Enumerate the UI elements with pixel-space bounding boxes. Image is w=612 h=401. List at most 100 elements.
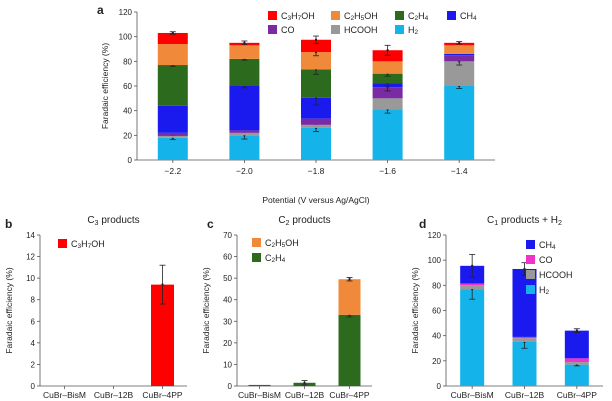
panel-letter-c: c: [207, 217, 214, 231]
bar-hcooh: [512, 338, 537, 342]
bar-c2h5oh: [338, 279, 361, 315]
legend-label-h2: H2: [408, 25, 419, 36]
bar-c3h7oh: [151, 284, 174, 386]
legend-swatch-c2h4: [252, 253, 261, 262]
panel-a: a 0 20 40 60 80 100 120 Faradaic efficiency (%) −…: [97, 3, 495, 205]
error-mean-marker: [171, 31, 174, 34]
error-mean-marker: [348, 278, 351, 281]
y-axis-title: Faradaic efficiency (%): [201, 267, 211, 353]
bar-h2: [460, 289, 485, 386]
y-tick-label: 100: [428, 256, 442, 265]
bar-hcooh: [444, 61, 475, 86]
error-mean-marker: [161, 283, 164, 286]
bar-hcooh: [301, 124, 331, 128]
x-axis-title: Potential (V versus Ag/AgCl): [262, 195, 369, 205]
legend-swatch-ch4: [447, 11, 456, 20]
y-tick-label: 120: [119, 8, 133, 17]
bar-c3h7oh: [372, 50, 403, 62]
bar-c2h5oh: [157, 44, 188, 66]
bar-co: [157, 132, 188, 136]
y-tick-label: 10: [223, 360, 232, 369]
panel-title-d: C1 products + H2: [487, 215, 562, 227]
legend-swatch-h2: [526, 285, 535, 294]
error-mean-marker: [243, 41, 246, 44]
legend-swatch-co_d: [526, 255, 535, 264]
x-tick-label: CuBr–BisM: [238, 390, 281, 400]
y-tick-label: 80: [432, 281, 441, 290]
legend-label-c3h7oh: C3H7OH: [281, 11, 315, 22]
bar-co_d: [564, 358, 589, 363]
x-tick-label: CuBr–4PP: [142, 390, 182, 400]
y-tick-label: 0: [128, 156, 133, 165]
y-tick-label: 0: [228, 382, 233, 391]
y-tick-label: 12: [26, 253, 35, 262]
bar-co_d: [512, 336, 537, 339]
y-tick-label: 60: [432, 307, 441, 316]
legend-swatch-c2h5oh: [331, 11, 340, 20]
panel-title-c: C2 products: [278, 215, 330, 227]
panel-c: c C2 products 0 10 20 30 40 50 60 70 Faradaic effi…: [201, 215, 372, 400]
y-tick-label: 6: [31, 317, 36, 326]
bar-ch4: [157, 105, 188, 133]
y-axis-title: Faradaic efficiency (%): [410, 267, 420, 353]
bar-ch4: [564, 330, 589, 359]
y-axis-title: Faradaic efficiency (%): [100, 43, 110, 129]
y-tick-label: 100: [119, 33, 133, 42]
bar-c2h5oh: [301, 52, 331, 70]
bar-c2h4: [157, 65, 188, 106]
bar-c2h5oh: [229, 45, 260, 59]
legend-label-c3h7oh: C3H7OH: [71, 239, 105, 250]
legend-swatch-c3h7oh: [58, 239, 67, 248]
legend-swatch-hcooh: [331, 25, 340, 34]
bar-h2: [512, 341, 537, 386]
y-tick-label: 10: [26, 274, 35, 283]
y-tick-label: 30: [223, 317, 232, 326]
error-mean-marker: [315, 38, 317, 41]
legend-label-h2: H2: [539, 285, 550, 296]
legend-label-c2h5oh: C2H5OH: [265, 238, 299, 249]
x-tick-label: CuBr–12B: [505, 390, 545, 400]
y-tick-label: 40: [123, 107, 132, 116]
y-axis-title: Faradaic efficiency (%): [4, 267, 14, 353]
x-tick-label: −1.6: [379, 166, 396, 176]
x-tick-label: −2.2: [164, 166, 181, 176]
bar-c2h4: [229, 58, 260, 86]
y-tick-label: 60: [223, 253, 232, 262]
y-tick-label: 50: [223, 274, 232, 283]
y-tick-label: 60: [123, 82, 132, 91]
legend-swatch-c2h5oh: [252, 238, 261, 247]
x-tick-label: −1.8: [308, 166, 325, 176]
x-tick-label: −1.4: [451, 166, 468, 176]
y-tick-label: 20: [123, 131, 132, 140]
legend-label-c2h5oh: C2H5OH: [344, 11, 378, 22]
error-mean-marker: [471, 264, 474, 267]
legend-label-c2h4: C2H4: [265, 253, 286, 264]
bar-h2: [372, 109, 403, 160]
legend-label-hcooh: HCOOH: [344, 25, 378, 35]
panel-letter-a: a: [97, 3, 104, 17]
panel-b: b C3 products 0 2 4 6 8 10 12 14 Faradaic efficien…: [4, 215, 187, 400]
y-tick-label: 2: [31, 360, 36, 369]
legend-label-ch4: CH4: [460, 11, 477, 22]
y-tick-label: 40: [223, 296, 232, 305]
legend-label-hcooh: HCOOH: [539, 270, 573, 280]
bar-co: [372, 87, 403, 99]
legend-label-co: CO: [281, 25, 295, 35]
y-tick-label: 14: [26, 231, 35, 240]
error-mean-marker: [523, 267, 526, 270]
bar-hcooh: [229, 132, 260, 136]
y-tick-label: 80: [123, 57, 132, 66]
x-tick-label: CuBr–BisM: [43, 390, 86, 400]
error-mean-marker: [303, 381, 306, 384]
bar-ch4: [229, 86, 260, 131]
legend-swatch-ch4: [526, 240, 535, 249]
x-tick-label: CuBr–4PP: [329, 390, 369, 400]
panel-letter-b: b: [5, 217, 12, 231]
y-tick-label: 70: [223, 231, 232, 240]
bar-c3h7oh: [301, 39, 331, 53]
bar-ch4: [444, 53, 475, 56]
x-tick-label: CuBr–4PP: [557, 390, 597, 400]
legend-label-ch4: CH4: [539, 240, 556, 251]
bar-hcooh: [460, 285, 485, 290]
y-tick-label: 120: [428, 231, 442, 240]
